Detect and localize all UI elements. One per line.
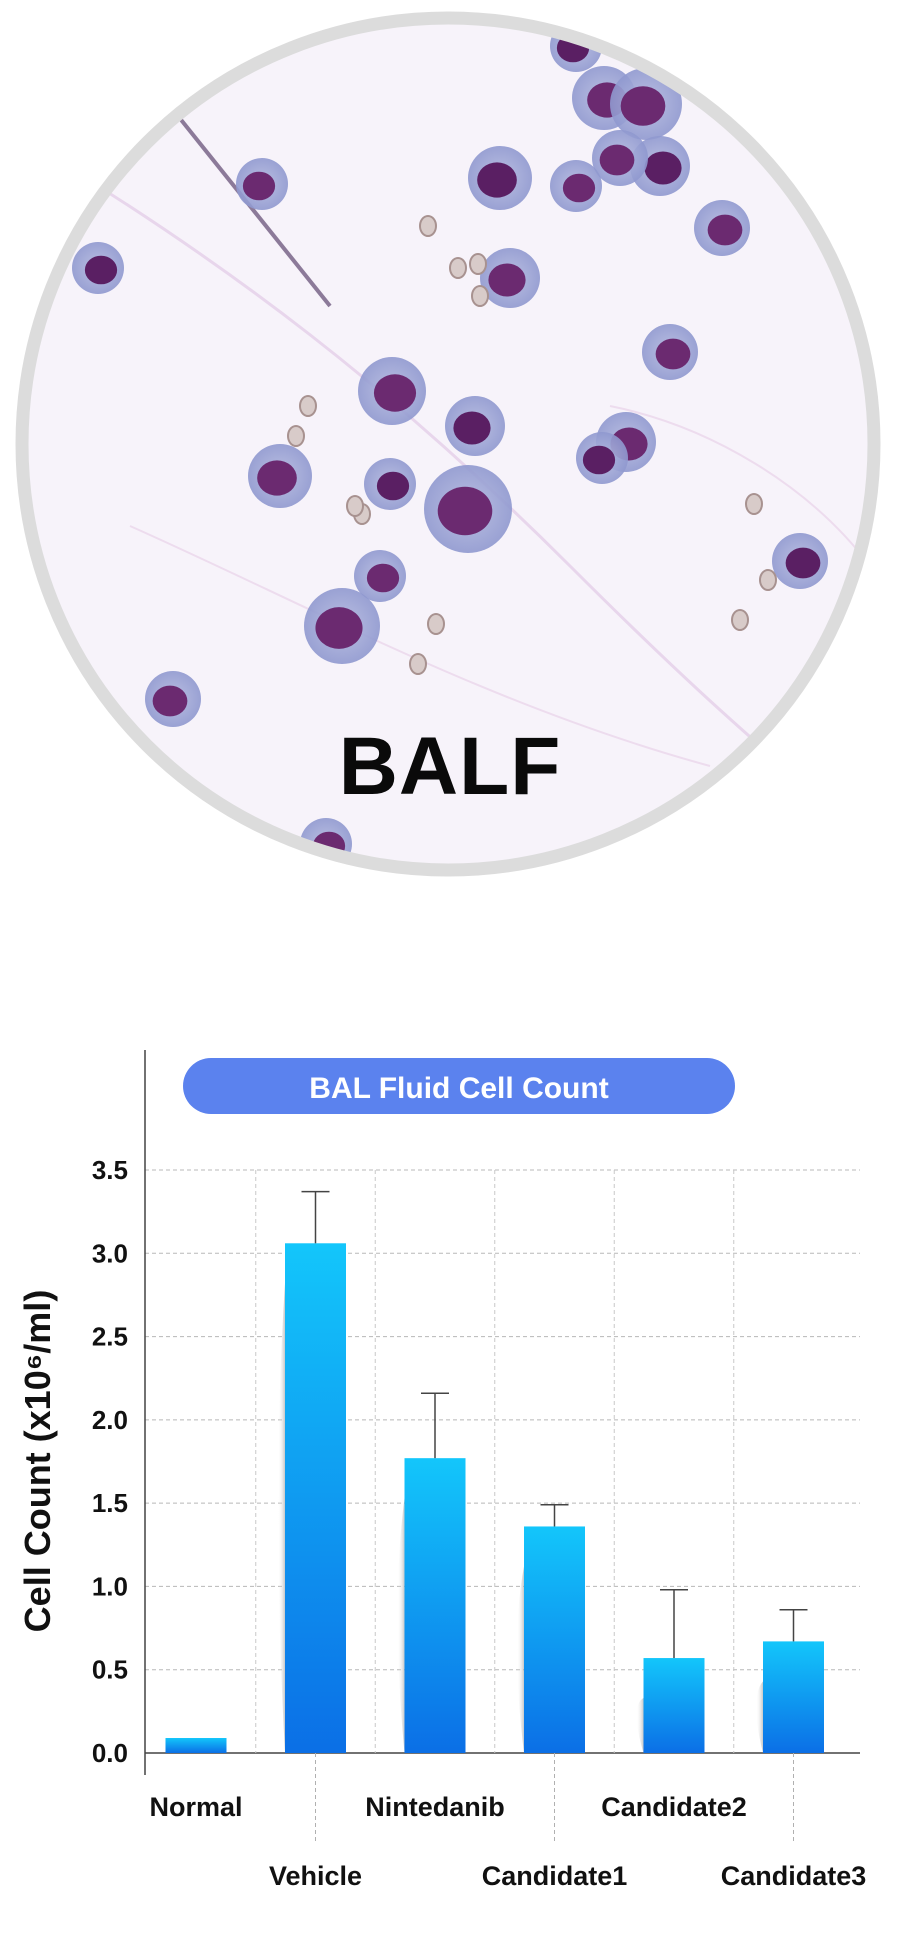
micrograph-label: BALF	[338, 721, 562, 812]
bar-normal	[165, 1738, 227, 1753]
bar-shadow	[517, 1566, 524, 1753]
bar-shadow	[397, 1498, 405, 1753]
x-tick-label: Candidate3	[721, 1861, 867, 1891]
y-tick-label: 3.0	[92, 1238, 128, 1268]
bar-shadow	[756, 1681, 763, 1753]
bar-candidate1	[524, 1526, 585, 1753]
y-tick-label: 3.5	[92, 1155, 128, 1185]
y-tick-label: 1.5	[92, 1488, 128, 1518]
x-tick-label: Candidate1	[482, 1861, 628, 1891]
y-axis-label: Cell Count (x10⁶/ml)	[17, 1290, 58, 1633]
chart-title-pill	[183, 1058, 735, 1114]
y-tick-label: 2.0	[92, 1405, 128, 1435]
bar-candidate2	[643, 1658, 705, 1753]
y-tick-label: 0.5	[92, 1655, 128, 1685]
bar-chart: BAL Fluid Cell Count 0.0 0.5 1.0 1.5 2.0 2.5 3.…	[17, 1050, 867, 1891]
x-tick-label: Normal	[149, 1792, 242, 1822]
y-tick-label: 2.5	[92, 1322, 128, 1352]
x-tick-label: Candidate2	[601, 1792, 747, 1822]
chart-title: BAL Fluid Cell Count	[309, 1072, 608, 1105]
bar-candidate3	[763, 1641, 824, 1753]
balf-micrograph	[15, 11, 881, 877]
y-tick-label: 0.0	[92, 1738, 128, 1768]
bar-nintedanib	[404, 1458, 466, 1753]
x-tick-label: Nintedanib	[365, 1792, 505, 1822]
bar-shadow	[636, 1698, 644, 1753]
x-tick-label: Vehicle	[269, 1861, 362, 1891]
bar-vehicle	[285, 1243, 346, 1753]
bar-shadow	[278, 1283, 285, 1753]
y-tick-label: 1.0	[92, 1571, 128, 1601]
